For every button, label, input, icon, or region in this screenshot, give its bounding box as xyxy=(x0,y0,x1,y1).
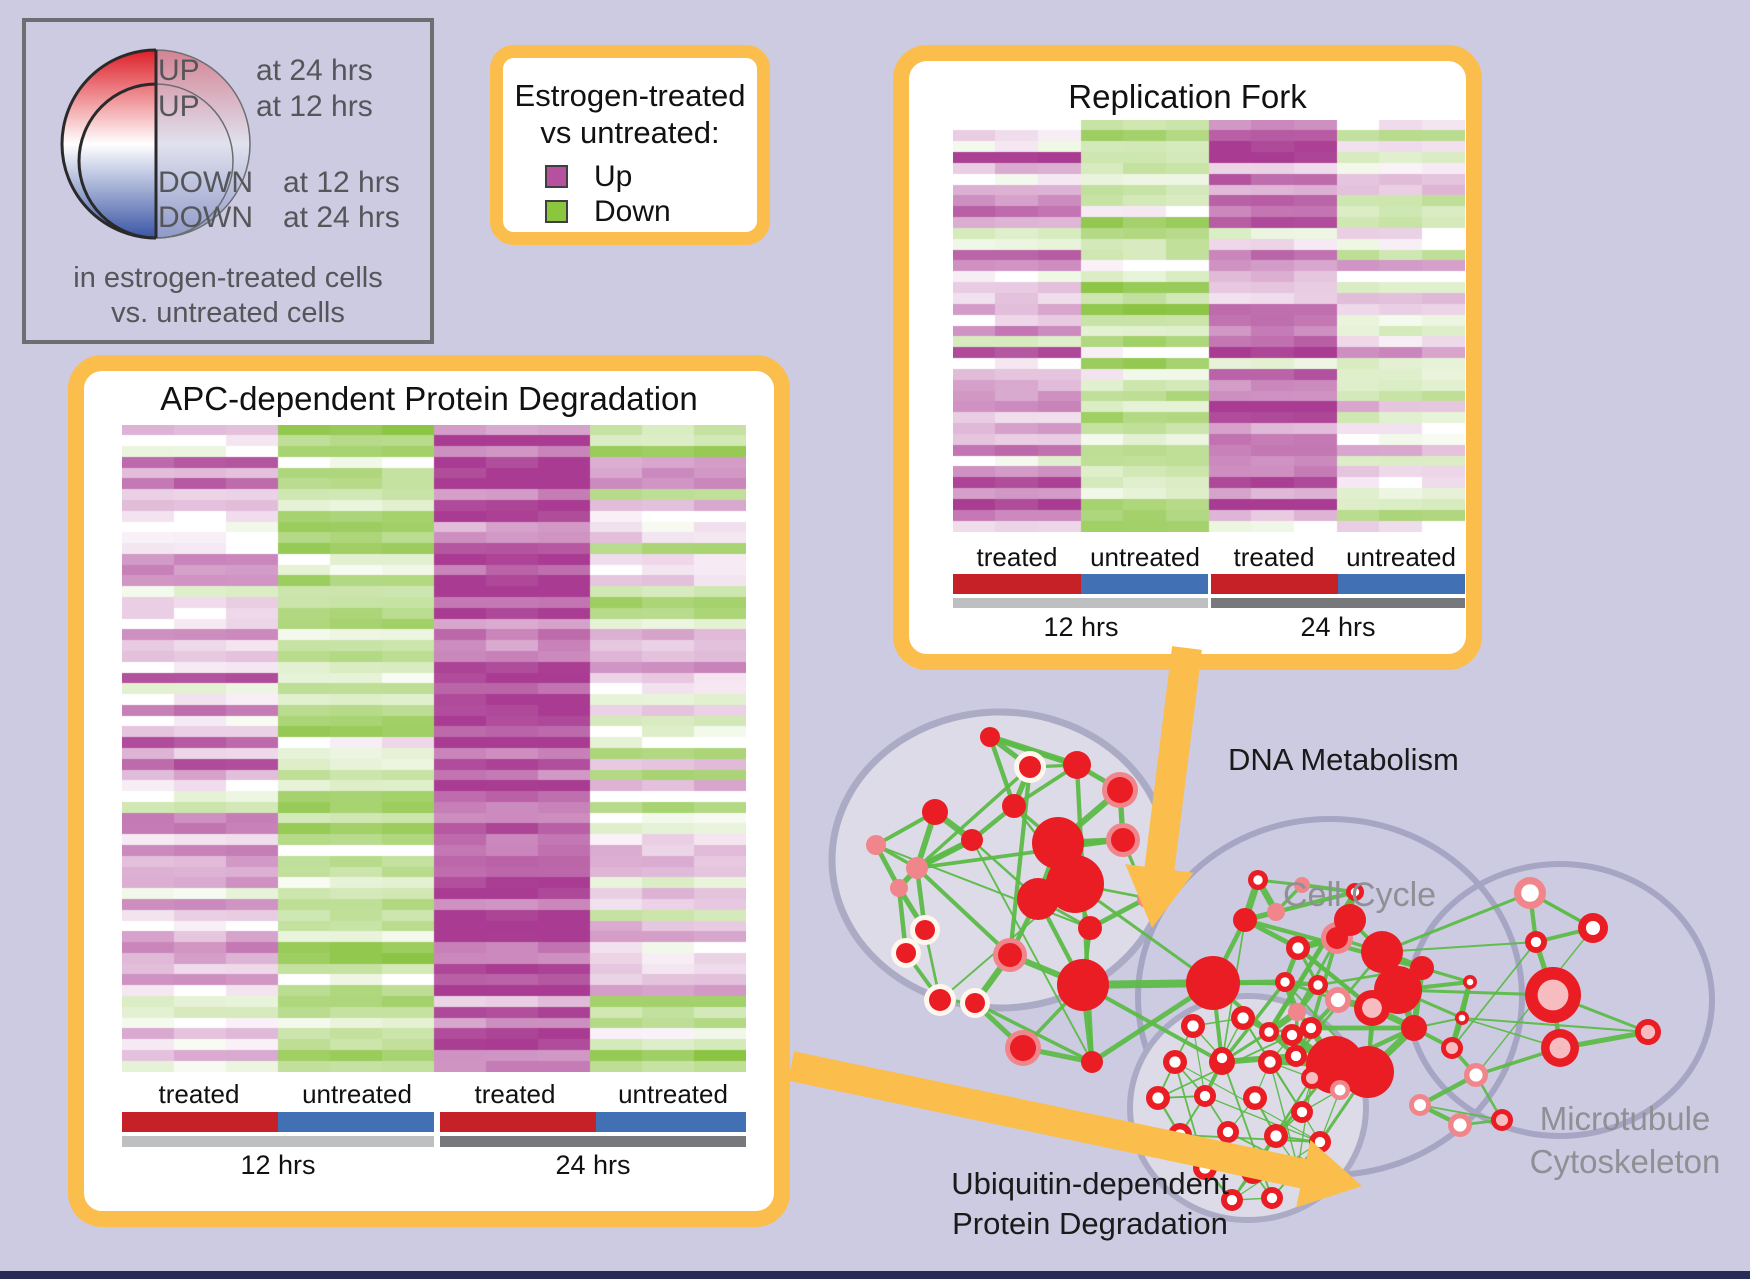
replication-heatmap xyxy=(953,120,1465,532)
cluster-label-cell-cycle: Cell Cycle xyxy=(1283,876,1437,914)
cluster-label-microtubule-cytoskeleton: Microtubule Cytoskeleton xyxy=(1460,1098,1750,1184)
legend-row-time: at 12 hrs xyxy=(256,90,373,123)
cluster-label-ubiquitin-degradation: Ubiquitin-dependent Protein Degradation xyxy=(890,1164,1290,1245)
legend-caption-line1: in estrogen-treated cells xyxy=(73,262,383,294)
apc-sample-label: treated xyxy=(474,1079,556,1109)
figure-bottom-border xyxy=(0,1271,1750,1279)
replication-24h-group-bar xyxy=(1211,598,1465,608)
cluster-label-line: Protein Degradation xyxy=(952,1206,1228,1242)
down-color-swatch xyxy=(545,200,568,223)
replication-sample-label: treated xyxy=(976,542,1058,572)
apc-untreated-bar-24h xyxy=(596,1112,746,1132)
apc-panel-title: APC-dependent Protein Degradation xyxy=(160,380,698,417)
replication-untreated-bar-12h xyxy=(1081,574,1208,594)
replication-time-label-12h: 12 hrs xyxy=(1043,612,1119,642)
updown-circle-legend-box xyxy=(22,18,434,344)
estrogen-legend-title-line2: vs untreated: xyxy=(540,115,720,150)
legend-row-time: at 12 hrs xyxy=(283,166,400,199)
replication-treated-bar-12h xyxy=(953,574,1081,594)
apc-sample-label: untreated xyxy=(302,1079,412,1109)
legend-row-dir: DOWN xyxy=(158,201,253,234)
replication-sample-label: treated xyxy=(1233,542,1315,572)
up-swatch-label: Up xyxy=(594,160,633,193)
legend-row-dir: UP xyxy=(158,90,200,123)
legend-row-dir: DOWN xyxy=(158,166,253,199)
apc-12h-group-bar xyxy=(122,1136,434,1147)
replication-sample-label: untreated xyxy=(1346,542,1456,572)
apc-sample-label: untreated xyxy=(618,1079,728,1109)
apc-treated-bar-12h xyxy=(122,1112,278,1132)
legend-row-time: at 24 hrs xyxy=(283,201,400,234)
apc-time-label-24h: 24 hrs xyxy=(555,1150,631,1180)
up-color-swatch xyxy=(545,165,568,188)
updown-circle-icon xyxy=(60,42,262,254)
cluster-label-line: Ubiquitin-dependent xyxy=(951,1166,1229,1201)
replication-panel-title: Replication Fork xyxy=(1068,78,1307,115)
cluster-label-line: Cytoskeleton xyxy=(1529,1142,1721,1180)
apc-treated-bar-24h xyxy=(440,1112,596,1132)
replication-sample-label: untreated xyxy=(1090,542,1200,572)
apc-heatmap xyxy=(122,425,746,1072)
replication-untreated-bar-24h xyxy=(1338,574,1465,594)
legend-caption-line2: vs. untreated cells xyxy=(111,297,345,329)
replication-12h-group-bar xyxy=(953,598,1208,608)
legend-row-time: at 24 hrs xyxy=(256,54,373,87)
down-swatch-label: Down xyxy=(594,195,671,228)
legend-row-dir: UP xyxy=(158,54,200,87)
replication-time-label-24h: 24 hrs xyxy=(1300,612,1376,642)
apc-untreated-bar-12h xyxy=(278,1112,434,1132)
cluster-label-line: Microtubule xyxy=(1539,1100,1711,1137)
apc-sample-label: treated xyxy=(158,1079,240,1109)
estrogen-legend-panel xyxy=(490,45,770,245)
apc-24h-group-bar xyxy=(440,1136,746,1147)
replication-treated-bar-24h xyxy=(1211,574,1338,594)
apc-time-label-12h: 12 hrs xyxy=(240,1150,316,1180)
estrogen-legend-title-line1: Estrogen-treated xyxy=(514,78,746,113)
cluster-label-dna-metabolism: DNA Metabolism xyxy=(1228,742,1459,777)
